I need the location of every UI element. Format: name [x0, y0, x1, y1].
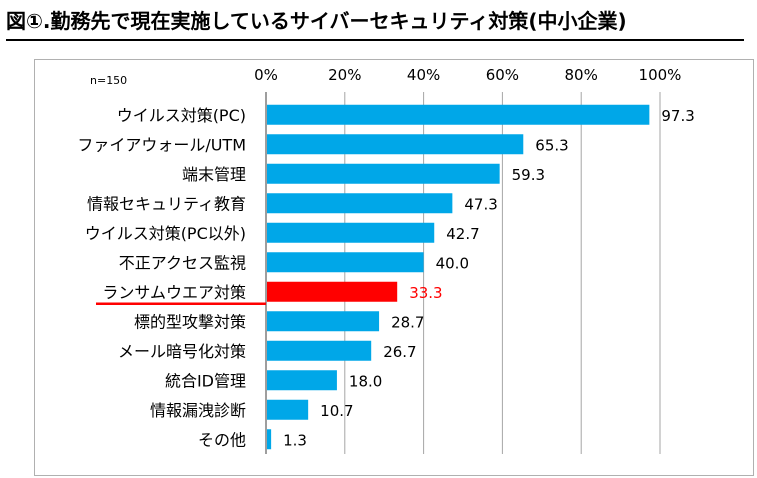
category-label: ウイルス対策(PC以外): [85, 224, 246, 243]
category-label: ウイルス対策(PC): [117, 106, 246, 125]
value-label: 59.3: [512, 166, 545, 184]
bar: [267, 163, 500, 184]
value-label: 42.7: [446, 225, 479, 243]
value-label: 97.3: [661, 107, 694, 125]
value-label: 18.0: [349, 372, 382, 390]
category-label: 情報漏洩診断: [150, 401, 246, 420]
value-label: 10.7: [320, 402, 353, 420]
value-label: 33.3: [409, 284, 442, 302]
category-label: 不正アクセス監視: [119, 253, 246, 272]
bar: [267, 429, 272, 450]
value-label: 26.7: [383, 343, 416, 361]
category-label: 統合ID管理: [165, 371, 246, 390]
value-label: 28.7: [391, 313, 424, 331]
category-label: 標的型攻撃対策: [134, 312, 246, 331]
bar: [267, 311, 380, 332]
category-label: ランサムウエア対策: [102, 283, 246, 302]
sample-size-label: n=150: [90, 74, 127, 87]
category-label: その他: [198, 430, 246, 449]
x-tick-label: 60%: [486, 66, 519, 84]
category-label: 情報セキュリティ教育: [87, 194, 246, 213]
bar: [267, 399, 309, 420]
value-label: 40.0: [436, 254, 469, 272]
bar: [267, 104, 650, 125]
bar: [267, 340, 372, 361]
x-tick-label: 20%: [328, 66, 361, 84]
bar: [267, 370, 337, 391]
category-label: ファイアウォール/UTM: [77, 135, 246, 154]
category-label: 端末管理: [182, 165, 246, 184]
bar: [267, 252, 424, 273]
bar: [267, 281, 398, 302]
value-label: 1.3: [283, 431, 307, 449]
value-label: 47.3: [464, 195, 497, 213]
bar: [267, 193, 453, 214]
title-underline: [6, 39, 744, 41]
x-tick-label: 40%: [407, 66, 440, 84]
value-label: 65.3: [535, 136, 568, 154]
x-tick-label: 80%: [565, 66, 598, 84]
chart-frame: [34, 59, 754, 476]
x-tick-label: 0%: [254, 66, 278, 84]
bar: [267, 222, 435, 243]
bar: [267, 134, 524, 155]
category-label: メール暗号化対策: [118, 342, 246, 361]
x-tick-label: 100%: [639, 66, 682, 84]
chart-title: 図①.勤務先で現在実施しているサイバーセキュリティ対策(中小企業): [6, 9, 627, 33]
